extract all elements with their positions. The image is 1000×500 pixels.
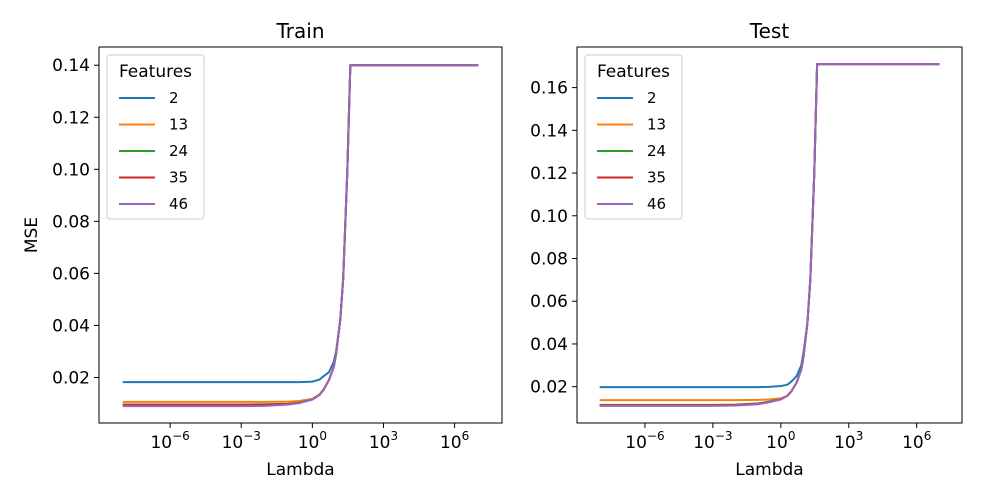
y-tick-label: 0.10 <box>530 207 568 227</box>
y-tick-label: 0.08 <box>52 212 90 232</box>
x-tick-label-base: 10 <box>440 433 462 453</box>
x-tick-label: 10−3 <box>693 429 732 453</box>
x-tick-label-exponent: −3 <box>243 429 261 443</box>
y-tick-label: 0.02 <box>530 378 568 398</box>
x-tick-label: 103 <box>834 429 863 453</box>
chart-title: Train <box>276 19 325 43</box>
legend-label: 46 <box>647 195 666 213</box>
x-tick-label-base: 10 <box>693 433 715 453</box>
x-tick-label-exponent: −6 <box>647 429 665 443</box>
test-panel: 10−6 10−3 100 103 1060.020.040.060.080.100.1… <box>530 19 963 480</box>
x-tick-label-exponent: 6 <box>462 429 470 443</box>
series-line-46 <box>599 63 940 407</box>
x-tick-label: 10−3 <box>222 429 261 453</box>
y-tick-label: 0.12 <box>530 164 568 184</box>
x-tick-label-base: 10 <box>625 433 647 453</box>
legend: Features 2 13 24 35 46 <box>106 54 205 220</box>
y-axis-label: MSE <box>22 217 42 253</box>
legend-label: 2 <box>169 89 179 107</box>
x-tick-label-base: 10 <box>369 433 391 453</box>
series-lines <box>599 63 940 407</box>
series-lines <box>122 64 479 408</box>
y-tick-label: 0.06 <box>52 264 90 284</box>
axes-frame <box>98 46 503 424</box>
x-tick-label-exponent: −6 <box>172 429 190 443</box>
legend-title: Features <box>597 62 670 82</box>
x-tick-label-exponent: 0 <box>788 429 796 443</box>
x-tick-label-base: 10 <box>902 433 924 453</box>
x-tick-label-exponent: 0 <box>319 429 327 443</box>
legend: Features 2 13 24 35 46 <box>584 54 683 220</box>
legend-label: 13 <box>647 116 666 134</box>
y-tick-label: 0.04 <box>52 316 90 336</box>
y-tick-label: 0.12 <box>52 108 90 128</box>
chart-title: Test <box>749 19 790 43</box>
y-tick-label: 0.06 <box>530 292 568 312</box>
x-tick-label-base: 10 <box>150 433 172 453</box>
legend-label: 13 <box>169 116 188 134</box>
legend-label: 24 <box>169 142 188 160</box>
y-tick-label: 0.14 <box>52 56 90 76</box>
x-tick-label: 100 <box>298 429 327 453</box>
legend-label: 46 <box>169 195 188 213</box>
x-tick-label: 10−6 <box>150 429 189 453</box>
x-tick-label: 106 <box>440 429 469 453</box>
y-tick-label: 0.14 <box>530 121 568 141</box>
x-tick-label-exponent: −3 <box>715 429 733 443</box>
series-line-46 <box>122 64 479 408</box>
x-tick-label: 10−6 <box>625 429 664 453</box>
train-panel: 10−6 10−3 100 103 1060.020.040.060.080.100.1… <box>22 19 503 480</box>
legend-label: 24 <box>647 142 666 160</box>
axes-frame <box>576 46 963 424</box>
x-tick-label: 106 <box>902 429 931 453</box>
y-tick-label: 0.04 <box>530 335 568 355</box>
legend-label: 35 <box>647 169 666 187</box>
legend-title: Features <box>119 62 192 82</box>
x-tick-label-base: 10 <box>222 433 244 453</box>
x-tick-label: 103 <box>369 429 398 453</box>
x-tick-label: 100 <box>766 429 795 453</box>
legend-label: 2 <box>647 89 657 107</box>
x-tick-label-base: 10 <box>766 433 788 453</box>
y-tick-label: 0.08 <box>530 250 568 270</box>
y-tick-label: 0.16 <box>530 79 568 99</box>
x-axis-label: Lambda <box>266 460 334 480</box>
y-tick-label: 0.10 <box>52 160 90 180</box>
y-tick-label: 0.02 <box>52 368 90 388</box>
x-tick-label-exponent: 3 <box>390 429 398 443</box>
x-tick-label-exponent: 6 <box>924 429 932 443</box>
x-tick-label-exponent: 3 <box>856 429 864 443</box>
legend-label: 35 <box>169 169 188 187</box>
x-tick-label-base: 10 <box>298 433 320 453</box>
x-tick-label-base: 10 <box>834 433 856 453</box>
x-axis-label: Lambda <box>735 460 803 480</box>
